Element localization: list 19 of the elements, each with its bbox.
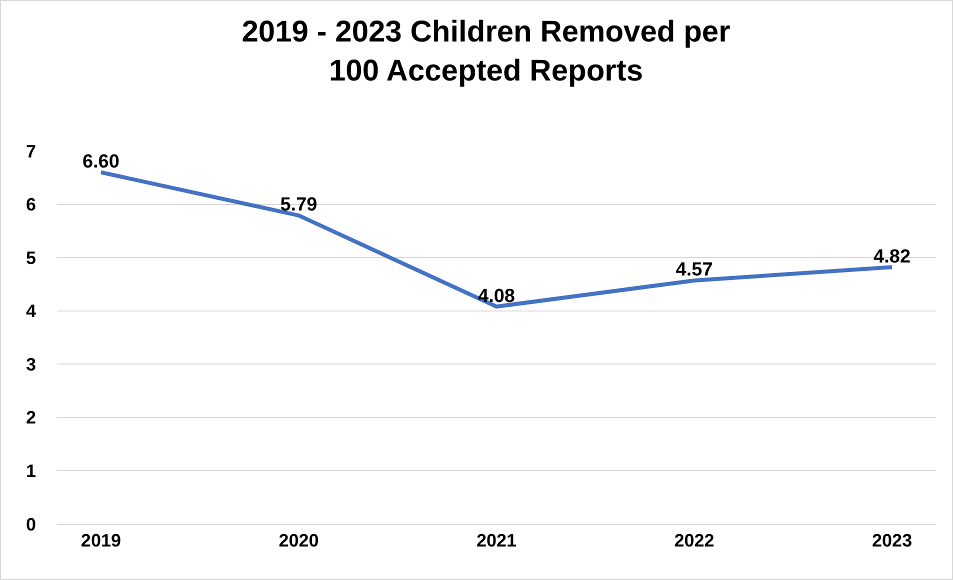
data-label: 4.08 xyxy=(478,286,515,307)
y-tick-label: 7 xyxy=(26,141,36,162)
y-tick-label: 3 xyxy=(26,354,36,374)
data-label: 6.60 xyxy=(82,152,120,173)
x-tick-label: 2023 xyxy=(872,530,912,551)
x-tick-label: 2022 xyxy=(674,530,714,551)
data-label: 5.79 xyxy=(280,194,318,216)
y-tick-label: 1 xyxy=(26,461,36,482)
y-tick-label: 0 xyxy=(26,514,36,534)
x-tick-label: 2019 xyxy=(80,530,121,551)
data-label: 4.57 xyxy=(676,260,713,281)
chart-title: 2019 - 2023 Children Removed per 100 Accepted Reports xyxy=(242,15,731,88)
data-label: 4.82 xyxy=(874,246,911,268)
y-tick-label: 6 xyxy=(26,194,36,215)
x-tick-label: 2020 xyxy=(278,530,319,551)
x-tick-label: 2021 xyxy=(476,530,517,551)
y-tick-label: 5 xyxy=(26,248,36,268)
y-tick-label: 4 xyxy=(26,301,36,322)
y-tick-label: 2 xyxy=(26,408,36,428)
